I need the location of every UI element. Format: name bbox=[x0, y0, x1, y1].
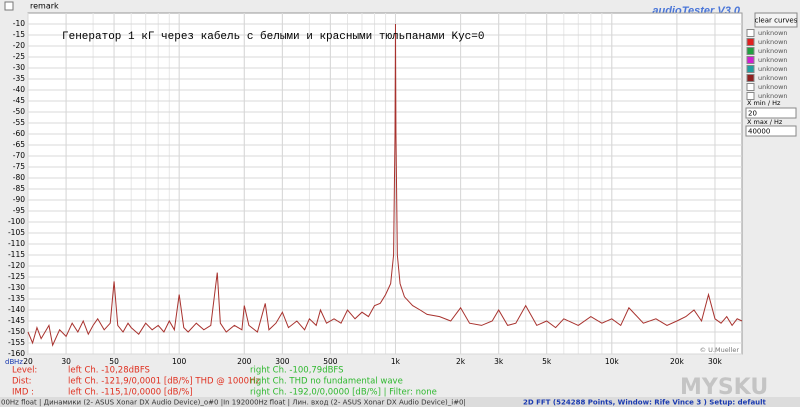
plot bbox=[27, 23, 743, 347]
chart-annotation: Генератор 1 кГ через кабель с белыми и к… bbox=[62, 30, 484, 43]
curve-checkbox[interactable] bbox=[746, 56, 755, 64]
y-tick-label: -160 bbox=[8, 349, 25, 358]
status-bar bbox=[0, 397, 800, 407]
curve-label[interactable]: unknown bbox=[758, 65, 788, 73]
curve-checkbox[interactable] bbox=[746, 65, 755, 73]
stat-left: left Ch. -121,9/0,0001 [dB/%] THD @ 1000… bbox=[68, 377, 260, 387]
x-tick-label: 5k bbox=[542, 357, 552, 366]
spectrum-line bbox=[27, 23, 743, 347]
y-tick-label: -10 bbox=[13, 19, 25, 28]
curve-checkbox[interactable] bbox=[746, 47, 755, 55]
stat-right: right Ch. -100,79dBFS bbox=[250, 366, 344, 376]
y-tick-label: -140 bbox=[8, 305, 25, 314]
y-tick-label: -50 bbox=[13, 107, 25, 116]
y-tick-label: -80 bbox=[13, 173, 25, 182]
stats: Level: left Ch. -10,28dBFS right Ch. -100,… bbox=[12, 366, 437, 398]
y-tick-label: -90 bbox=[13, 195, 25, 204]
x-tick-label: 20k bbox=[670, 357, 685, 366]
xmax-label: X max / Hz bbox=[747, 118, 783, 126]
y-tick-label: -145 bbox=[8, 316, 25, 325]
x-tick-label: 30k bbox=[708, 357, 723, 366]
y-tick-label: -55 bbox=[13, 118, 25, 127]
y-tick-label: -15 bbox=[13, 30, 25, 39]
xmax-input[interactable] bbox=[745, 125, 797, 137]
status-right: 2D FFT (524288 Points, Window: Rife Vinc… bbox=[523, 399, 767, 407]
y-tick-label: -45 bbox=[13, 96, 25, 105]
x-tick-label: 300 bbox=[275, 357, 290, 366]
x-unit: Hz bbox=[14, 358, 23, 366]
x-tick-label: 50 bbox=[109, 357, 119, 366]
curve-label[interactable]: unknown bbox=[758, 56, 788, 64]
stat-label: Dist: bbox=[12, 377, 32, 387]
x-tick-label: 500 bbox=[323, 357, 338, 366]
y-tick-label: -70 bbox=[13, 151, 25, 160]
clear-button-label[interactable]: clear curves bbox=[755, 17, 798, 25]
y-tick-label: -125 bbox=[8, 272, 25, 281]
y-tick-label: -100 bbox=[8, 217, 25, 226]
y-tick-label: -95 bbox=[13, 206, 25, 215]
y-tick-label: -65 bbox=[13, 140, 25, 149]
curve-label[interactable]: unknown bbox=[758, 74, 788, 82]
x-tick-label: 10k bbox=[605, 357, 620, 366]
curve-label[interactable]: unknown bbox=[758, 83, 788, 91]
xmin-label: X min / Hz bbox=[747, 99, 781, 107]
y-tick-label: -130 bbox=[8, 283, 25, 292]
y-tick-label: -135 bbox=[8, 294, 25, 303]
stat-left: left Ch. -10,28dBFS bbox=[68, 366, 150, 376]
watermark: MYSKU bbox=[680, 375, 768, 400]
side-panel: clear curves X min / Hz 20 X max / Hz 40… bbox=[745, 12, 798, 137]
x-tick-label: 20 bbox=[23, 357, 33, 366]
stat-right: right Ch. -192,0/0,0000 [dB/%] | Filter:… bbox=[250, 388, 437, 398]
x-tick-label: 2k bbox=[456, 357, 466, 366]
stat-label: IMD : bbox=[12, 388, 34, 398]
remark-checkbox[interactable] bbox=[4, 1, 14, 11]
remark-label: remark bbox=[30, 2, 59, 11]
y-tick-label: -85 bbox=[13, 184, 25, 193]
y-tick-label: -110 bbox=[8, 239, 25, 248]
curve-checkbox[interactable] bbox=[746, 38, 755, 46]
xmax-value[interactable]: 40000 bbox=[748, 128, 770, 136]
y-tick-label: -120 bbox=[8, 261, 25, 270]
clear-button[interactable] bbox=[754, 12, 798, 28]
y-tick-label: -20 bbox=[13, 41, 25, 50]
stat-left: left Ch. -115,1/0,0000 [dB/%] bbox=[68, 388, 193, 398]
y-tick-label: -25 bbox=[13, 52, 25, 61]
x-tick-label: 200 bbox=[237, 357, 252, 366]
y-tick-label: -155 bbox=[8, 338, 25, 347]
curve-label[interactable]: unknown bbox=[758, 38, 788, 46]
y-tick-label: -150 bbox=[8, 327, 25, 336]
y-tick-label: -105 bbox=[8, 228, 25, 237]
x-tick-label: 1k bbox=[391, 357, 401, 366]
y-tick-label: -30 bbox=[13, 63, 25, 72]
stat-right: right Ch. THD no fundamental wave bbox=[250, 377, 403, 387]
x-tick-label: 3k bbox=[494, 357, 504, 366]
curve-checkbox[interactable] bbox=[746, 83, 755, 91]
y-unit: dB bbox=[5, 358, 14, 366]
x-tick-label: 100 bbox=[172, 357, 187, 366]
xmin-value[interactable]: 20 bbox=[748, 110, 757, 118]
curve-label[interactable]: unknown bbox=[758, 92, 788, 100]
status-left: 00Hz float | Динамики (2- ASUS Xonar DX … bbox=[1, 399, 466, 407]
y-tick-label: -60 bbox=[13, 129, 25, 138]
y-tick-label: -115 bbox=[8, 250, 25, 259]
curve-checkbox[interactable] bbox=[746, 29, 755, 37]
credit: © U.Mueller bbox=[700, 346, 740, 354]
y-tick-label: -40 bbox=[13, 85, 25, 94]
curve-checkbox[interactable] bbox=[746, 74, 755, 82]
stat-label: Level: bbox=[12, 366, 37, 376]
plot-area bbox=[27, 12, 743, 355]
curve-checkbox[interactable] bbox=[746, 92, 755, 100]
curve-label[interactable]: unknown bbox=[758, 29, 788, 37]
curve-label[interactable]: unknown bbox=[758, 47, 788, 55]
xmin-input[interactable] bbox=[745, 107, 797, 119]
y-tick-label: -75 bbox=[13, 162, 25, 171]
y-tick-label: -35 bbox=[13, 74, 25, 83]
x-tick-label: 30 bbox=[61, 357, 71, 366]
